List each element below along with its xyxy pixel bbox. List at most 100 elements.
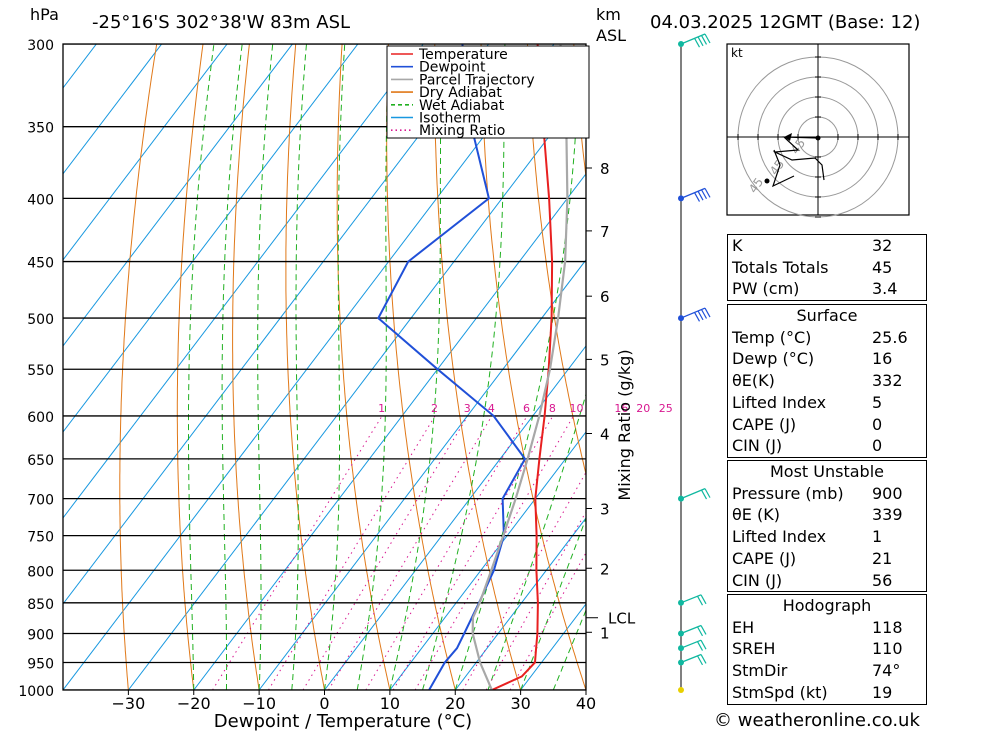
mu-value: 21 xyxy=(872,548,893,568)
surface-row: Temp (°C) 25.6 xyxy=(728,327,926,349)
pressure-tick-label: 600 xyxy=(27,410,54,426)
dry-adiabat-line xyxy=(176,44,204,690)
dry-adiabat-line xyxy=(386,44,456,690)
wind-barb-flag xyxy=(700,489,708,500)
most-unstable-table: Most Unstable Pressure (mb) 900 θE (K) 339… xyxy=(727,460,927,593)
mixing-ratio-tick-label: 6 xyxy=(523,402,530,415)
indices-table: K 32 Totals Totals 45 PW (cm) 3.4 xyxy=(727,234,927,302)
wind-barb-shaft xyxy=(680,488,706,500)
hodograph-title: Hodograph xyxy=(782,596,872,615)
hodo-label: StmSpd (kt) xyxy=(732,682,828,702)
wind-barb-flag xyxy=(704,188,711,198)
hodo-value: 118 xyxy=(872,617,903,637)
pressure-tick-label: 700 xyxy=(27,493,54,509)
dry-adiabat-line xyxy=(336,44,391,690)
hodo-row: EH 118 xyxy=(728,617,926,639)
datetime-title: 04.03.2025 12GMT (Base: 12) xyxy=(650,12,920,33)
location-title: -25°16'S 302°38'W 83m ASL xyxy=(92,12,350,33)
pressure-tick-label: 450 xyxy=(27,256,54,272)
mixing-ratio-tick-label: 16 xyxy=(614,402,628,415)
surface-row: CIN (J) 0 xyxy=(728,435,926,457)
dry-adiabat-line xyxy=(986,26,1000,690)
wind-barb-flag xyxy=(696,595,704,606)
wet-adiabat-line xyxy=(188,44,215,690)
pressure-tick-label: 400 xyxy=(27,192,54,208)
series-parcel-trajectory xyxy=(471,44,569,690)
k-index-row: K 32 xyxy=(728,235,926,257)
hodograph-arrow-icon xyxy=(784,133,792,141)
pressure-tick-label: 650 xyxy=(27,453,54,469)
wind-barb-flag xyxy=(697,36,704,47)
surface-value: 16 xyxy=(872,349,893,369)
isotherm-line xyxy=(63,44,294,347)
lcl-label: LCL xyxy=(608,610,636,628)
hpa-label: hPa xyxy=(30,5,59,24)
wind-barb-flag xyxy=(693,37,701,48)
x-tick-label: −30 xyxy=(111,694,145,713)
x-tick-label: 0 xyxy=(319,694,329,713)
mu-label: CIN (J) xyxy=(732,570,783,590)
wind-barb-flag xyxy=(696,655,704,666)
isotherm-line xyxy=(63,44,97,89)
hodograph-storm-point xyxy=(764,178,770,184)
dry-adiabat-line xyxy=(119,44,158,690)
hodo-value: 19 xyxy=(872,682,893,702)
dry-adiabat-line xyxy=(232,44,260,690)
surface-value: 0 xyxy=(872,436,883,456)
hodograph-table: Hodograph EH 118 SREH 110 StmDir 74° StmSpd… xyxy=(727,594,927,705)
mu-label: Pressure (mb) xyxy=(732,483,844,503)
legend-label: Mixing Ratio xyxy=(419,123,505,139)
wind-barb-flag xyxy=(696,626,704,637)
x-tick-label: −10 xyxy=(242,694,276,713)
surface-label: Dewp (°C) xyxy=(732,349,815,369)
wind-barb-flag xyxy=(700,654,707,664)
legend-label: Dewpoint xyxy=(419,60,486,76)
tt-label: Totals Totals xyxy=(732,257,829,277)
isotherm-line xyxy=(258,259,586,690)
mixing-ratio-axis-title: Mixing Ratio (g/kg) xyxy=(615,349,634,500)
x-tick-label: 20 xyxy=(445,694,465,713)
surface-label: Temp (°C) xyxy=(732,327,812,347)
dry-adiabat-line xyxy=(285,44,325,690)
mixing-ratio-tick-label: 20 xyxy=(636,402,650,415)
legend-label: Temperature xyxy=(418,47,508,63)
wind-barb-flag xyxy=(700,625,707,635)
surface-label: CIN (J) xyxy=(732,436,783,456)
pw-label: PW (cm) xyxy=(732,279,800,299)
hodograph-trace xyxy=(772,136,825,181)
height-tick-label: 3 xyxy=(600,500,610,518)
hodograph-unit-label: kt xyxy=(731,46,743,60)
wind-barb-flag xyxy=(700,309,708,319)
wind-barb-flag xyxy=(704,307,711,318)
series-temperature xyxy=(491,44,554,690)
mu-row: CAPE (J) 21 xyxy=(728,548,926,570)
isotherm-line xyxy=(324,345,586,690)
wind-barb-shaft xyxy=(680,307,706,319)
wet-adiabat-line xyxy=(324,44,346,690)
mu-row: CIN (J) 56 xyxy=(728,570,926,592)
pressure-tick-label: 1000 xyxy=(18,684,54,700)
hodo-label: EH xyxy=(732,617,755,637)
totals-row: Totals Totals 45 xyxy=(728,257,926,279)
hodo-value: 74° xyxy=(872,661,901,681)
pressure-tick-label: 500 xyxy=(27,312,54,328)
isotherm-line xyxy=(63,44,424,519)
hodo-value: 110 xyxy=(872,639,903,659)
surface-label: CAPE (J) xyxy=(732,414,797,434)
hodo-row: SREH 110 xyxy=(728,638,926,660)
asl-label: ASL xyxy=(596,26,626,45)
height-tick-label: 1 xyxy=(600,624,610,642)
pressure-tick-label: 950 xyxy=(27,656,54,672)
wind-barb-flag xyxy=(693,192,701,202)
surface-label: θE(K) xyxy=(732,371,775,391)
height-tick-label: 4 xyxy=(600,426,610,444)
mixing-ratio-tick-label: 25 xyxy=(659,402,673,415)
isotherm-line xyxy=(63,44,359,433)
wind-barb-shaft xyxy=(680,33,706,45)
wet-adiabat-line xyxy=(487,392,586,690)
wet-adiabat-line xyxy=(454,44,581,690)
wind-barb-flag xyxy=(697,190,704,201)
surface-table: Surface Temp (°C) 25.6 Dewp (°C) 16 θE(K) 3… xyxy=(727,304,927,458)
surface-row: Dewp (°C) 16 xyxy=(728,348,926,370)
